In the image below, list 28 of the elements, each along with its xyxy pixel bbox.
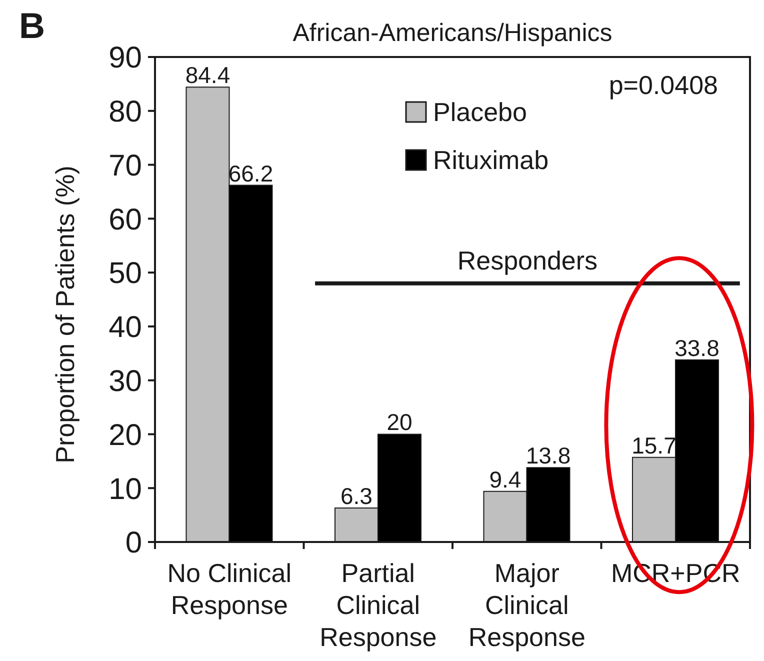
legend-label: Placebo bbox=[433, 96, 527, 128]
chart-title: African-Americans/Hispanics bbox=[292, 19, 612, 47]
y-tick-label: 60 bbox=[108, 203, 142, 236]
data-label: 33.8 bbox=[674, 334, 720, 361]
data-label: 84.4 bbox=[185, 62, 230, 88]
data-label: 6.3 bbox=[340, 483, 372, 510]
y-tick-label: 50 bbox=[108, 257, 142, 290]
y-tick-label: 90 bbox=[108, 42, 142, 75]
annotation: p=0.0408 bbox=[608, 70, 718, 100]
y-tick-label: 40 bbox=[108, 311, 142, 344]
ref-line-label: Responders bbox=[457, 245, 598, 276]
data-label: 13.8 bbox=[526, 442, 571, 469]
y-tick-label: 70 bbox=[108, 149, 142, 182]
y-tick-label: 30 bbox=[108, 364, 142, 398]
y-tick-label: 10 bbox=[108, 472, 142, 506]
text: B bbox=[19, 5, 45, 46]
data-label: 20 bbox=[386, 409, 412, 436]
x-tick-label: Partial Clinical Response bbox=[320, 558, 437, 652]
y-tick-label: 0 bbox=[125, 526, 142, 560]
y-tick-label: 20 bbox=[108, 418, 142, 452]
x-tick-label: No Clinical Response bbox=[167, 558, 292, 620]
y-tick-label: 80 bbox=[108, 96, 142, 129]
data-label: 66.2 bbox=[228, 160, 274, 186]
x-tick-label: Major Clinical Response bbox=[468, 558, 586, 652]
legend-label: Rituximab bbox=[433, 144, 549, 176]
data-label: 9.4 bbox=[489, 466, 522, 492]
y-axis-title: Proportion of Patients (%) bbox=[50, 166, 80, 464]
data-label: 15.7 bbox=[632, 432, 676, 458]
